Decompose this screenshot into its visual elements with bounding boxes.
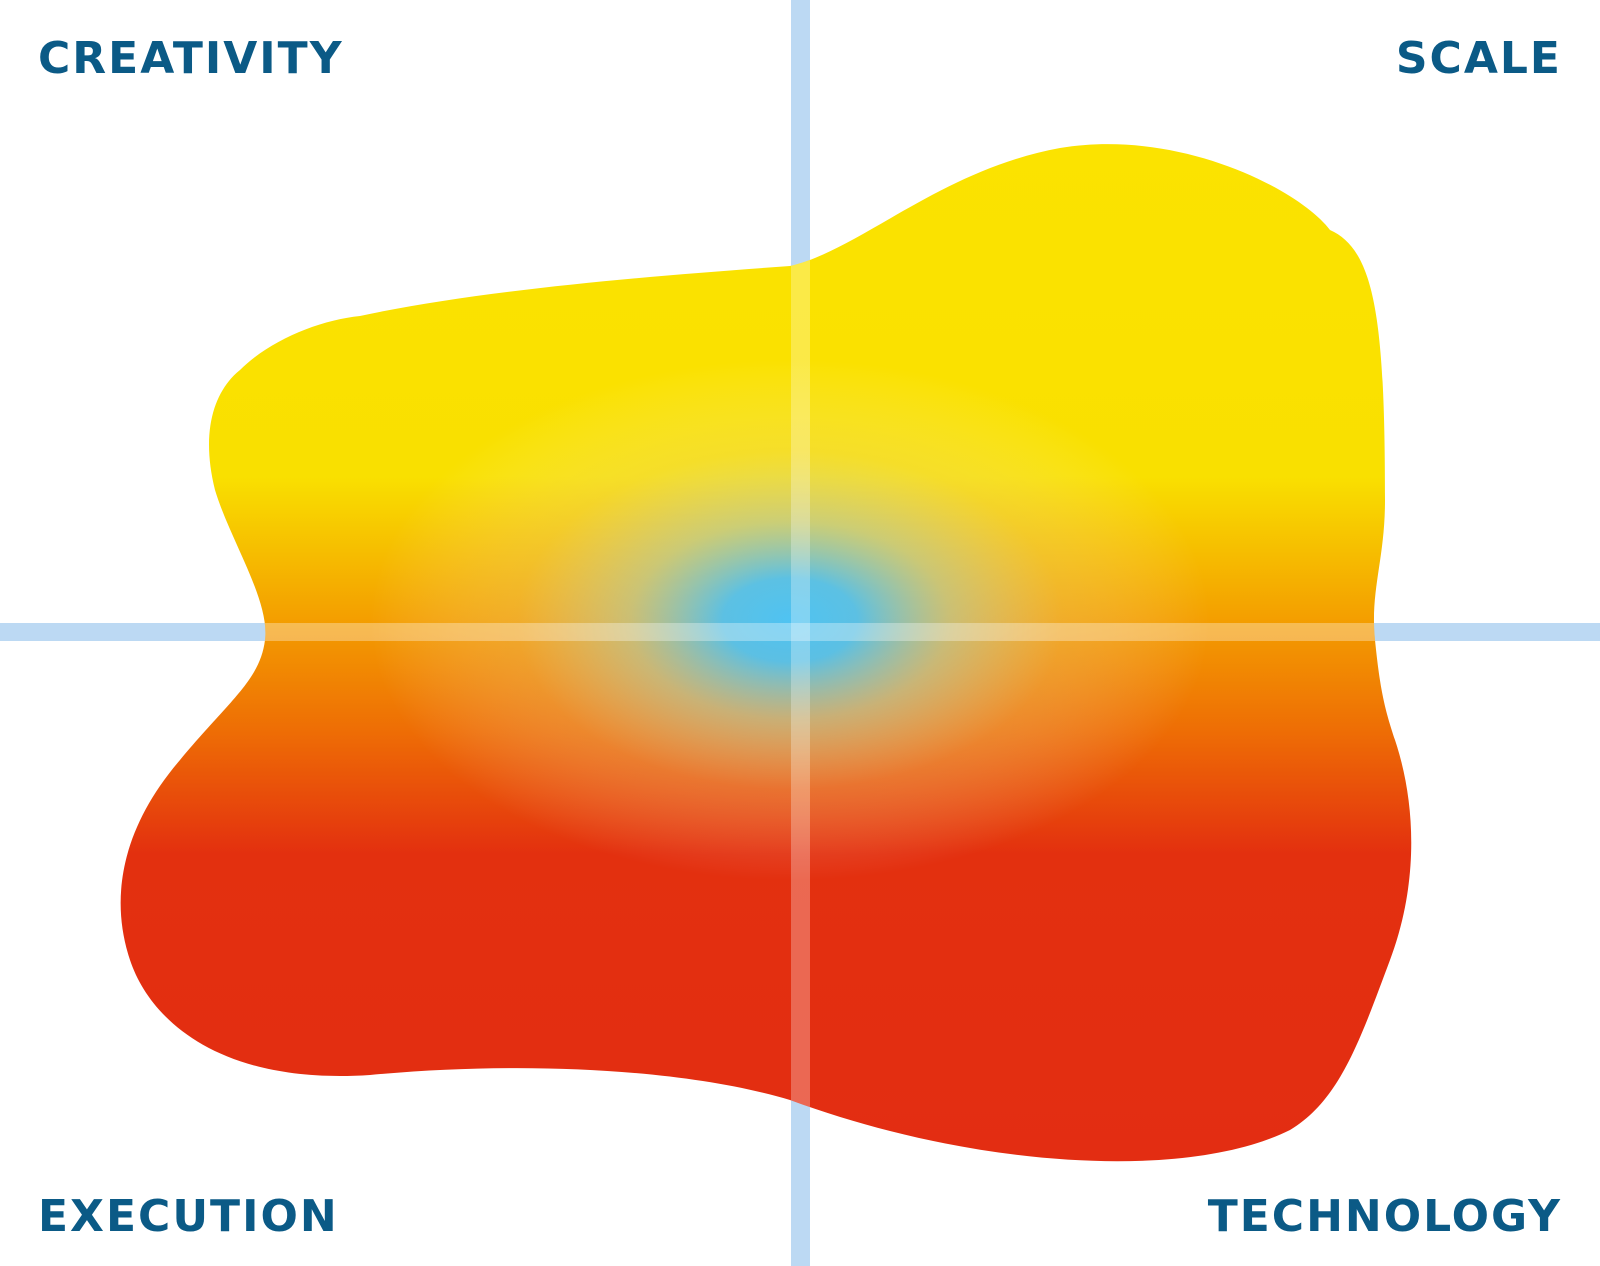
horizontal-axis-overlay	[120, 623, 1412, 641]
label-scale: SCALE	[1396, 33, 1562, 84]
vertical-axis-overlay	[791, 144, 810, 1162]
label-creativity: CREATIVITY	[38, 33, 344, 84]
center-glow	[200, 150, 1412, 1160]
label-technology: TECHNOLOGY	[1208, 1191, 1562, 1242]
label-execution: EXECUTION	[38, 1191, 339, 1242]
